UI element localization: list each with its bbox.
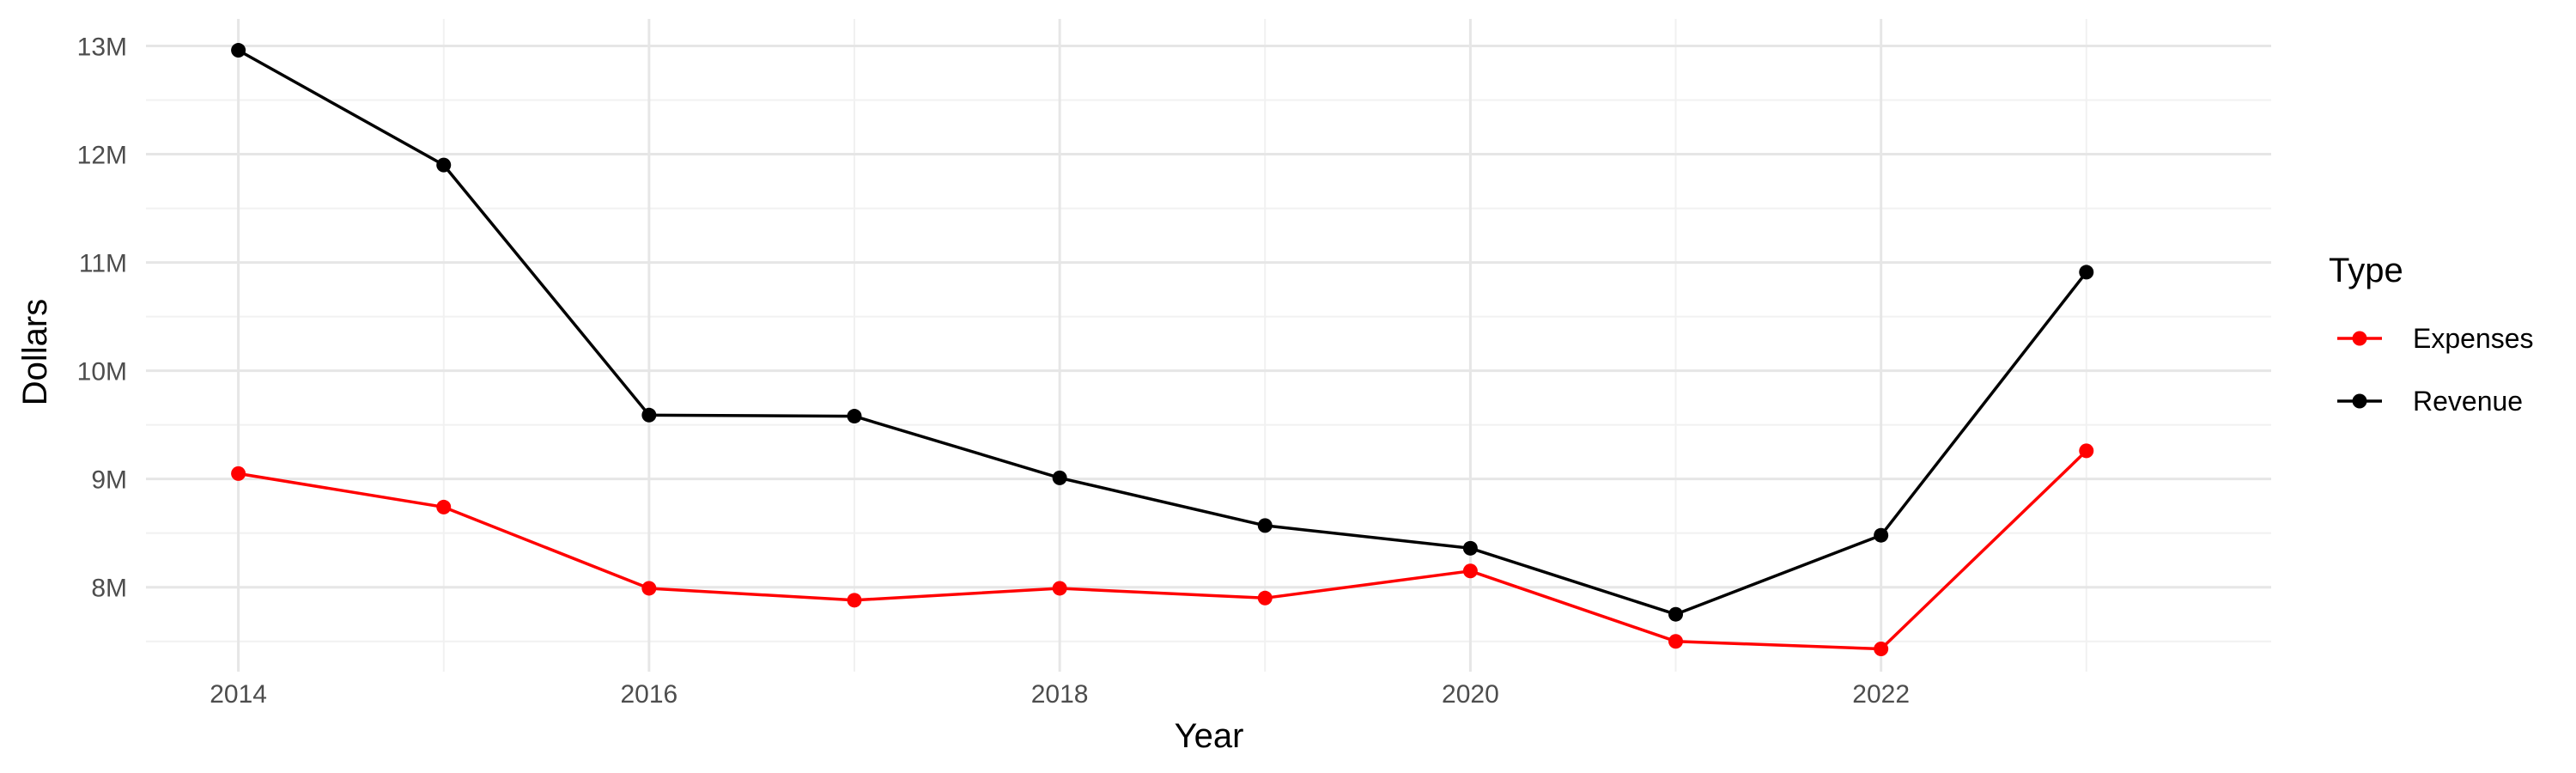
revenue-series-line [237, 49, 2088, 616]
x-tick-label: 2018 [1031, 680, 1089, 709]
revenue-data-point [1052, 470, 1067, 485]
revenue-data-point [847, 409, 862, 424]
expenses-data-point [641, 581, 657, 596]
revenue-data-point [1668, 606, 1684, 622]
legend-key-point-expenses [2352, 331, 2367, 346]
revenue-data-point [1257, 518, 1273, 533]
expenses-data-point [1052, 581, 1067, 596]
series [231, 43, 2094, 657]
legend-key-point-revenue [2352, 393, 2367, 409]
expenses-data-point [1462, 563, 1478, 579]
x-tick-label: 2020 [1442, 680, 1499, 709]
y-tick-label: 10M [77, 358, 127, 386]
legend: Type Expenses Revenue [2329, 252, 2534, 417]
revenue-data-point [641, 407, 657, 423]
revenue-data-point [1462, 540, 1478, 556]
x-tick-label: 2016 [620, 680, 677, 709]
axes: 8M 9M 10M 11M 12M 13M 2014 2016 2018 2020 2022 [77, 33, 1910, 709]
legend-label-revenue: Revenue [2413, 386, 2523, 417]
expenses-data-point [231, 466, 246, 481]
y-tick-label: 13M [77, 33, 127, 62]
y-axis-title: Dollars [16, 299, 54, 405]
revenue-data-point [436, 157, 452, 173]
expenses-data-point [847, 593, 862, 608]
revenue-data-point [231, 43, 246, 58]
x-axis-title: Year [1175, 717, 1244, 755]
expenses-data-point [1874, 642, 1889, 657]
y-tick-label: 11M [79, 250, 127, 278]
expenses-data-point [2079, 443, 2094, 459]
y-tick-label: 12M [77, 142, 127, 170]
x-tick-label: 2014 [210, 680, 267, 709]
y-tick-label: 9M [91, 466, 127, 495]
legend-title: Type [2329, 252, 2403, 289]
expenses-data-point [1257, 590, 1273, 606]
revenue-data-point [1874, 527, 1889, 543]
expenses-series-line [238, 449, 2088, 651]
revenue-data-point [2079, 265, 2094, 280]
expenses-data-point [1668, 634, 1684, 649]
x-tick-label: 2022 [1852, 680, 1910, 709]
legend-label-expenses: Expenses [2413, 323, 2534, 354]
y-tick-label: 8M [91, 575, 127, 603]
grid [146, 19, 2271, 672]
legend-items: Expenses Revenue [2337, 323, 2534, 417]
expenses-data-point [436, 499, 452, 514]
